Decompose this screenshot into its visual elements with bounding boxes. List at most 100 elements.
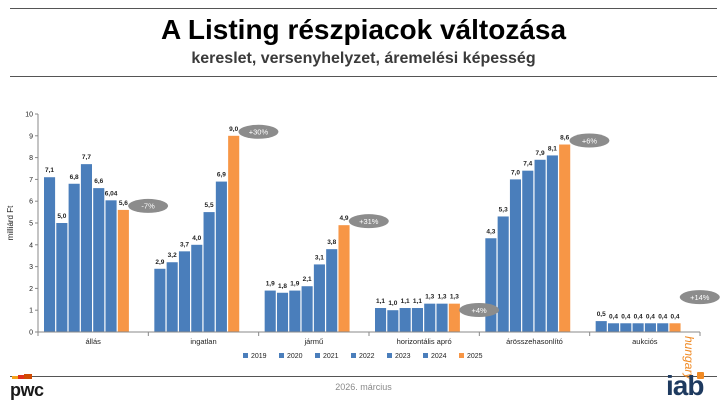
- data-label: 0,4: [621, 313, 630, 320]
- bar: [215, 181, 227, 332]
- bar: [522, 170, 534, 332]
- y-tick-label: 3: [29, 264, 33, 271]
- bar: [448, 303, 460, 332]
- bar: [632, 323, 644, 332]
- bar: [387, 310, 399, 332]
- data-label: 6,9: [217, 172, 226, 179]
- legend-swatch: [243, 353, 248, 358]
- legend-label: 2021: [323, 353, 339, 360]
- bar: [509, 179, 522, 332]
- bar: [191, 244, 203, 332]
- bar: [669, 323, 681, 332]
- legend-label: 2020: [287, 353, 303, 360]
- change-bubble-label: +6%: [582, 136, 598, 145]
- data-label: 3,8: [327, 239, 336, 246]
- bar: [497, 216, 509, 332]
- bar: [546, 155, 558, 332]
- data-label: 7,1: [45, 167, 54, 174]
- bar: [93, 188, 105, 332]
- bottom-rule: [10, 376, 717, 377]
- bar: [203, 212, 215, 332]
- change-bubble-label: +31%: [359, 217, 379, 226]
- data-label: 4,9: [339, 215, 348, 222]
- data-label: 6,8: [70, 174, 79, 181]
- data-label: 0,4: [609, 313, 618, 320]
- data-label: 2,9: [155, 259, 164, 266]
- bar: [595, 321, 607, 332]
- bar: [276, 292, 289, 332]
- bar: [56, 223, 68, 332]
- data-label: 7,0: [511, 169, 520, 176]
- bar: [559, 144, 571, 332]
- data-label: 0,5: [597, 311, 606, 318]
- bar-chart: milliárd Ft 7,1 5,0 6,8 7,7 6,66,045,6 2,9 3,2…: [6, 112, 720, 360]
- footer-date: 2026. március: [335, 382, 392, 392]
- y-tick-label: 1: [29, 308, 33, 315]
- bar: [485, 238, 497, 332]
- data-label: 5,0: [57, 213, 66, 220]
- pwc-logo: pwc: [10, 380, 44, 400]
- bar: [338, 225, 350, 332]
- data-label: 1,0: [388, 300, 397, 307]
- y-tick-label: 5: [29, 221, 33, 228]
- bar: [289, 290, 301, 332]
- data-label: 7,4: [523, 161, 532, 168]
- legend-label: 2024: [431, 353, 447, 360]
- change-bubble-label: +4%: [471, 306, 487, 315]
- bar: [326, 249, 338, 332]
- data-label: 7,7: [82, 154, 91, 161]
- y-tick-label: 9: [29, 133, 33, 140]
- data-label: 6,04: [105, 190, 118, 197]
- x-category-label: aukciós: [632, 337, 658, 346]
- x-category-label: állás: [85, 337, 101, 346]
- change-bubble: [459, 303, 500, 317]
- data-label: 4,0: [192, 235, 201, 242]
- data-label: 9,0: [229, 126, 238, 133]
- y-tick-label: 10: [25, 112, 33, 119]
- x-category-label: árösszehasonlító: [506, 337, 563, 346]
- bar: [657, 323, 669, 332]
- data-label: 8,1: [548, 145, 557, 152]
- y-tick-label: 0: [29, 330, 33, 337]
- change-bubble-label: -7%: [141, 202, 155, 211]
- legend-swatch: [459, 353, 464, 358]
- bar: [411, 308, 423, 332]
- bar: [313, 264, 325, 332]
- bar: [44, 177, 56, 332]
- bar: [607, 323, 620, 332]
- bar: [80, 164, 92, 332]
- legend-swatch: [351, 353, 356, 358]
- data-label: 6,6: [94, 178, 103, 185]
- legend-label: 2023: [395, 353, 411, 360]
- y-tick-label: 7: [29, 177, 33, 184]
- change-bubble: [348, 214, 389, 229]
- x-category-label: horizontális apró: [397, 337, 452, 346]
- change-bubble: [128, 198, 169, 213]
- data-label: 1,3: [425, 294, 434, 301]
- bar: [644, 323, 656, 332]
- legend-swatch: [423, 353, 428, 358]
- top-rule: [10, 8, 717, 9]
- legend-label: 2022: [359, 353, 375, 360]
- legend-label: 2019: [251, 353, 267, 360]
- data-label: 3,2: [168, 252, 177, 259]
- bar: [178, 251, 191, 332]
- data-label: 5,5: [205, 202, 214, 209]
- bar: [375, 308, 387, 332]
- bar: [68, 183, 80, 332]
- y-tick-label: 2: [29, 286, 33, 293]
- x-category-label: jármű: [303, 337, 323, 346]
- y-axis-label: milliárd Ft: [6, 205, 15, 240]
- data-label: 1,1: [376, 298, 385, 305]
- y-tick-label: 8: [29, 155, 33, 162]
- pwc-logo-mark: [12, 374, 32, 379]
- y-tick-label: 4: [29, 242, 33, 249]
- data-label: 0,4: [670, 313, 679, 320]
- data-label: 1,9: [290, 281, 299, 288]
- data-label: 5,3: [499, 206, 508, 213]
- data-label: 0,4: [658, 313, 667, 320]
- data-label: 1,9: [266, 281, 275, 288]
- bar: [436, 303, 448, 332]
- page-subtitle: kereslet, versenyhelyzet, áremelési képe…: [191, 50, 536, 67]
- data-label: 1,1: [413, 298, 422, 305]
